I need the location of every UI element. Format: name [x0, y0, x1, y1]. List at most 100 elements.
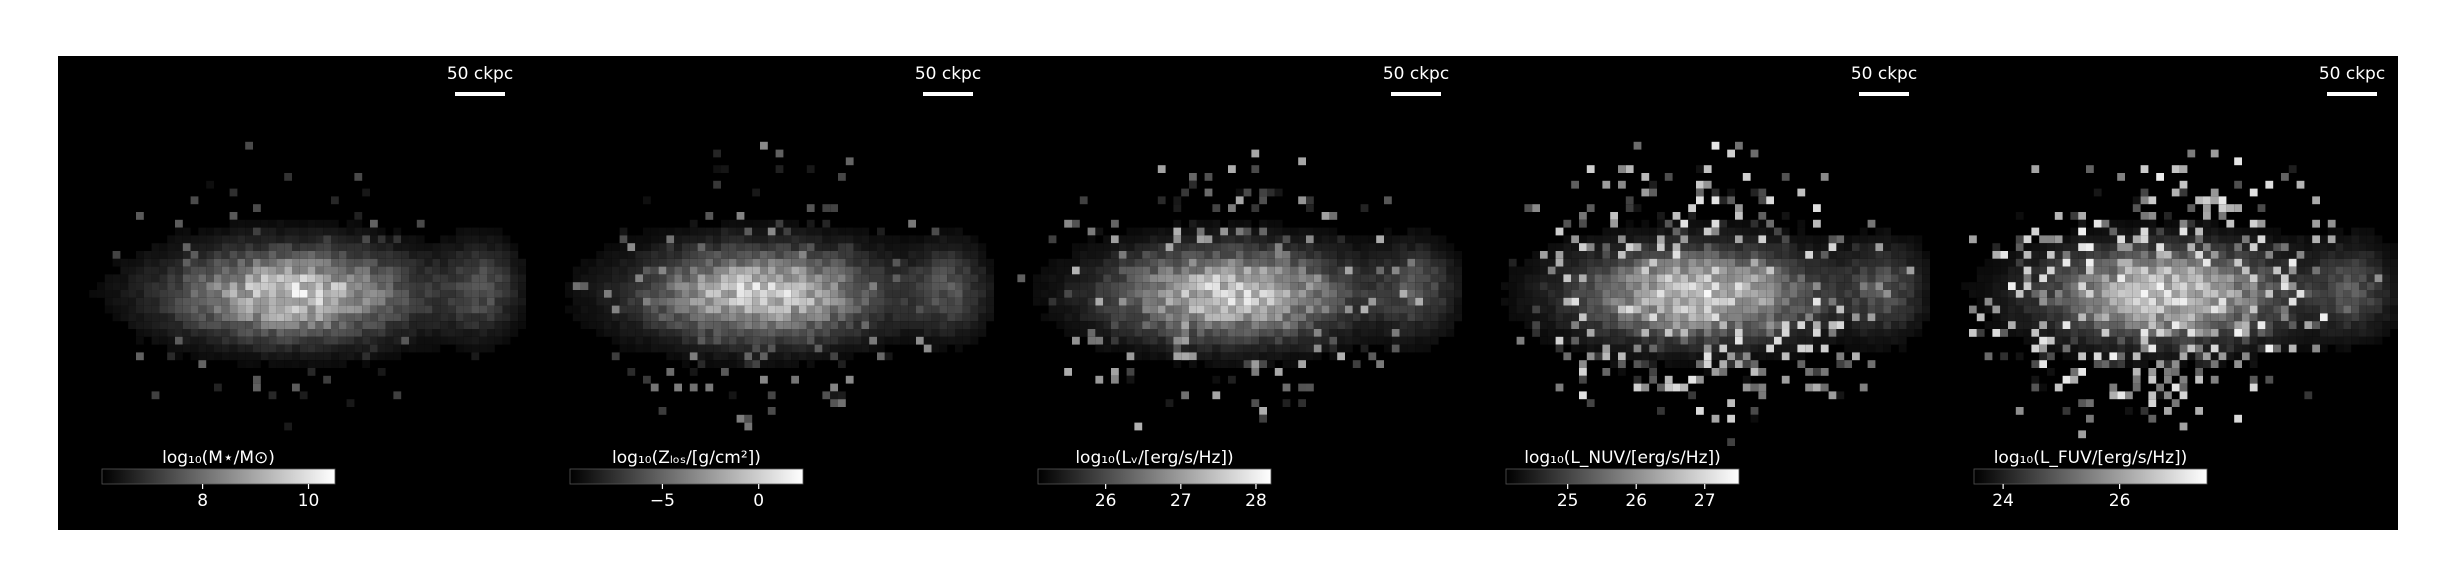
image-pixel [1173, 290, 1182, 298]
image-pixel [385, 290, 394, 298]
image-pixel [884, 251, 893, 259]
image-pixel [1204, 235, 1213, 244]
image-pixel [1735, 251, 1743, 259]
image-pixel [190, 329, 199, 337]
image-pixel [1251, 258, 1260, 267]
image-pixel [175, 321, 183, 329]
image-pixel [814, 282, 823, 290]
image-pixel [728, 352, 737, 361]
image-pixel [1181, 336, 1189, 345]
image-pixel [908, 266, 916, 275]
image-pixel [814, 313, 823, 322]
image-pixel [2242, 282, 2250, 290]
image-pixel [1384, 297, 1392, 306]
image-pixel [2140, 344, 2149, 353]
image-pixel [2226, 258, 2235, 267]
image-pixel [1165, 336, 1174, 345]
image-pixel [2288, 274, 2297, 283]
image-pixel [1181, 235, 1189, 244]
image-pixel [2109, 219, 2118, 228]
image-pixel [1750, 321, 1759, 329]
image-pixel [1259, 313, 1267, 322]
image-pixel [2234, 290, 2242, 298]
image-pixel [1235, 243, 1244, 251]
image-pixel [1657, 313, 1665, 322]
image-pixel [1820, 282, 1829, 290]
image-pixel [1313, 336, 1322, 345]
image-pixel [572, 297, 581, 306]
image-pixel [1711, 243, 1720, 251]
image-pixel [2062, 336, 2071, 345]
image-pixel [1157, 336, 1166, 345]
image-pixel [721, 352, 729, 361]
image-pixel [245, 360, 253, 368]
image-pixel [2234, 157, 2242, 166]
image-pixel [1274, 344, 1283, 353]
image-pixel [2078, 430, 2086, 439]
image-pixel [2320, 305, 2328, 314]
image-pixel [455, 336, 464, 345]
image-pixel [1719, 282, 1728, 290]
image-pixel [1430, 305, 1439, 314]
image-pixel [2210, 336, 2219, 345]
image-pixel [471, 243, 480, 251]
image-pixel [744, 414, 753, 423]
image-pixel [440, 274, 448, 283]
image-pixel [2242, 344, 2250, 353]
image-pixel [1267, 305, 1275, 314]
image-pixel [1766, 344, 1774, 353]
image-pixel [463, 227, 472, 236]
image-pixel [697, 297, 706, 306]
image-pixel [292, 329, 300, 337]
image-pixel [619, 282, 628, 290]
image-pixel [689, 336, 698, 345]
image-pixel [151, 282, 160, 290]
image-pixel [916, 282, 924, 290]
image-pixel [1602, 282, 1611, 290]
image-pixel [1360, 204, 1369, 212]
image-pixel [362, 266, 370, 275]
image-pixel [1423, 329, 1431, 337]
image-pixel [775, 321, 784, 329]
image-pixel [1914, 251, 1923, 259]
image-pixel [307, 258, 316, 267]
image-pixel [455, 321, 464, 329]
image-pixel [1696, 360, 1704, 368]
image-pixel [2148, 352, 2157, 361]
image-pixel [939, 344, 948, 353]
image-pixel [2164, 282, 2172, 290]
image-pixel [2327, 297, 2336, 306]
image-pixel [1976, 305, 1985, 314]
image-pixel [1134, 352, 1143, 361]
image-pixel [845, 352, 854, 361]
image-pixel [877, 352, 885, 361]
image-pixel [1212, 251, 1221, 259]
image-pixel [1516, 290, 1525, 298]
image-pixel [1540, 305, 1548, 314]
image-pixel [2257, 305, 2266, 314]
image-pixel [783, 235, 792, 244]
image-pixel [2171, 305, 2180, 314]
image-pixel [1111, 305, 1119, 314]
image-pixel [1204, 266, 1213, 275]
image-pixel [1212, 336, 1221, 345]
image-pixel [1415, 258, 1423, 267]
image-pixel [385, 235, 394, 244]
image-pixel [1540, 321, 1548, 329]
image-pixel [424, 329, 433, 337]
image-pixel [908, 336, 916, 345]
image-pixel [2164, 368, 2172, 376]
image-pixel [900, 266, 909, 275]
image-pixel [1547, 290, 1556, 298]
image-pixel [908, 313, 916, 322]
image-pixel [143, 329, 152, 337]
image-pixel [1727, 297, 1735, 306]
image-pixel [1852, 321, 1860, 329]
image-pixel [1735, 313, 1743, 322]
image-pixel [1859, 321, 1868, 329]
image-pixel [1274, 352, 1283, 361]
image-pixel [1189, 305, 1197, 314]
image-pixel [2187, 282, 2196, 290]
image-pixel [354, 329, 363, 337]
image-pixel [1922, 297, 1930, 306]
